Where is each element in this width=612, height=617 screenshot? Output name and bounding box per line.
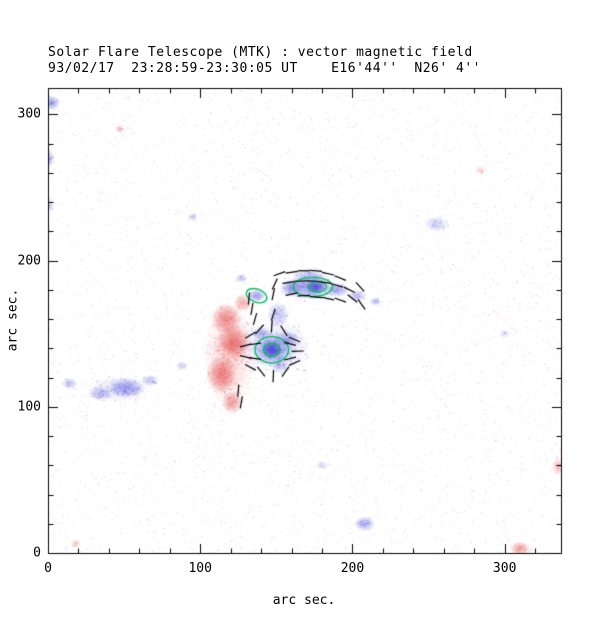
- y-tick-label: 0: [33, 545, 41, 561]
- x-tick-label: 100: [188, 561, 212, 576]
- x-tick-label: 200: [340, 561, 365, 576]
- y-tick-label: 200: [17, 253, 41, 269]
- y-axis-label: arc sec.: [5, 288, 21, 352]
- chart-title: Solar Flare Telescope (MTK) : vector mag…: [48, 45, 473, 60]
- x-axis-label: arc sec.: [272, 593, 336, 608]
- y-tick-label: 100: [17, 399, 41, 415]
- x-tick-label: 0: [44, 561, 52, 576]
- chart-subtitle: 93/02/17 23:28:59-23:30:05 UT E16'44'' N…: [48, 61, 481, 76]
- x-tick-label: 300: [492, 561, 517, 576]
- y-tick-label: 300: [17, 106, 41, 122]
